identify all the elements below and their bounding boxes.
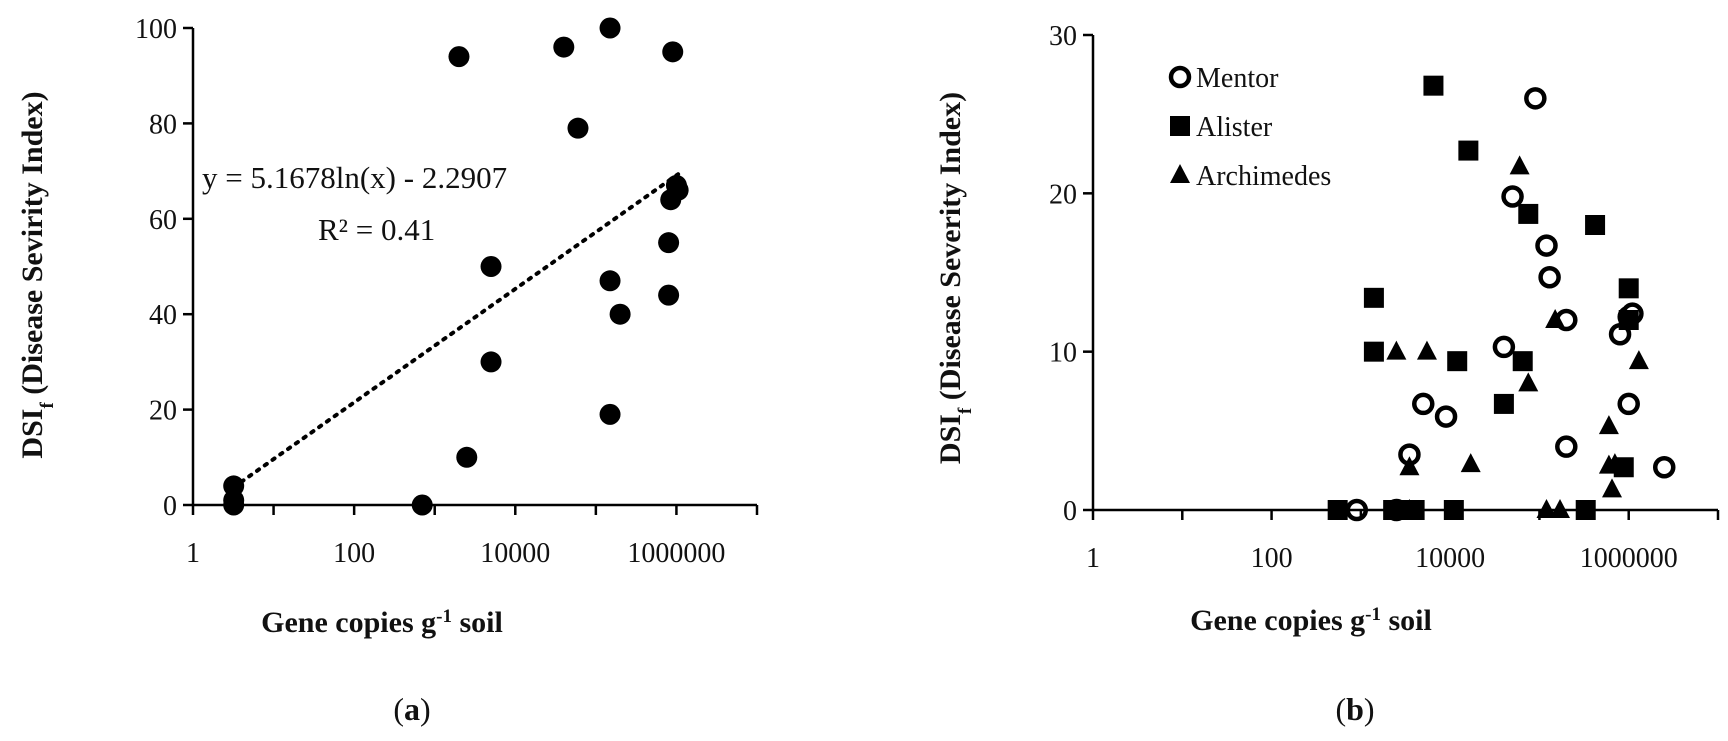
mentor-data-point <box>1434 405 1458 428</box>
y-tick-label: 30 <box>1049 21 1077 52</box>
legend-mentor-marker <box>1168 65 1192 89</box>
archimedes-data-point <box>1550 499 1571 518</box>
x-tick-label: 10000 <box>1415 543 1485 574</box>
panel-b-x-axis-title: Gene copies g-1 soil <box>1190 604 1432 638</box>
series-data-point <box>456 446 478 468</box>
x-tick-label: 1000000 <box>627 538 725 569</box>
mentor-data-point <box>1412 392 1435 416</box>
alister-data-point <box>1512 351 1533 372</box>
panel-a-x-ticks: 1 100 10000 1000000 <box>186 505 759 569</box>
panel-b-x-ticks: 1 100 10000 1000000 <box>1086 510 1720 574</box>
archimedes-data-point <box>1628 350 1649 370</box>
archimedes-data-point <box>1602 478 1623 498</box>
y-tick-label: 20 <box>1049 179 1077 210</box>
x-tick-label: 1 <box>186 538 200 569</box>
mentor-data-point <box>1617 392 1640 416</box>
panel-b-data-points <box>1327 75 1676 522</box>
series-data-point <box>599 270 621 292</box>
alister-data-point <box>1493 393 1514 414</box>
series-data-point <box>609 303 631 325</box>
series-data-point <box>662 41 684 63</box>
series-data-point <box>599 17 621 39</box>
mentor-data-point <box>1555 435 1578 458</box>
chart-panel-a: 0 20 40 60 80 100 1 100 10000 1000000 y = 5.1678… <box>16 14 759 727</box>
archimedes-data-point <box>1598 415 1619 435</box>
series-data-point <box>567 117 589 139</box>
panel-b-label: (b) <box>1335 691 1374 727</box>
archimedes-data-point <box>1399 456 1420 476</box>
archimedes-data-point <box>1460 453 1481 473</box>
x-tick-label: 10000 <box>480 538 550 569</box>
series-data-point <box>599 403 621 425</box>
panel-b-y-ticks: 0 10 20 30 <box>1049 21 1093 527</box>
legend-mentor-label: Mentor <box>1196 63 1279 94</box>
series-data-point <box>667 179 689 201</box>
legend-alister-marker <box>1170 116 1190 136</box>
archimedes-data-point <box>1399 499 1420 518</box>
archimedes-data-point <box>1604 453 1625 473</box>
panel-a-label: (a) <box>393 691 430 727</box>
series-data-point <box>480 351 502 373</box>
archimedes-data-point <box>1518 372 1539 392</box>
alister-data-point <box>1423 75 1444 96</box>
series-data-point <box>553 36 575 58</box>
y-tick-label: 0 <box>1063 496 1077 527</box>
y-tick-label: 40 <box>149 300 177 331</box>
archimedes-data-point <box>1509 155 1530 175</box>
alister-data-point <box>1458 140 1479 161</box>
alister-data-point <box>1363 341 1384 362</box>
series-data-point <box>480 256 502 277</box>
x-tick-label: 1 <box>1086 543 1100 574</box>
y-tick-label: 60 <box>149 205 177 236</box>
series-data-point <box>448 46 470 68</box>
mentor-data-point <box>1538 266 1561 289</box>
panel-a-y-axis-title: DSIf (Disease Sevirity Index) <box>16 91 58 458</box>
mentor-data-point <box>1501 185 1524 208</box>
panel-a-x-axis-title: Gene copies g-1 soil <box>261 606 503 640</box>
alister-data-point <box>1585 215 1606 235</box>
mentor-data-point <box>1492 335 1516 359</box>
alister-data-point <box>1447 351 1468 372</box>
y-tick-label: 80 <box>149 109 177 140</box>
alister-data-point <box>1363 287 1384 308</box>
mentor-data-point <box>1652 456 1676 479</box>
mentor-data-point <box>1524 87 1547 110</box>
archimedes-data-point <box>1416 340 1437 360</box>
archimedes-data-point <box>1386 340 1407 360</box>
series-data-point <box>658 232 680 254</box>
legend-archimedes-marker <box>1170 164 1190 183</box>
alister-data-point <box>1518 203 1539 224</box>
legend-archimedes-label: Archimedes <box>1196 161 1331 192</box>
chart-panel-b: 0 10 20 30 1 100 10000 1000000 Mentor Alister Ar… <box>934 21 1720 727</box>
panel-a-y-ticks: 0 20 40 60 80 100 <box>135 14 193 522</box>
panel-b-legend: Mentor Alister Archimedes <box>1168 63 1331 192</box>
y-tick-label: 0 <box>163 491 177 522</box>
y-tick-label: 10 <box>1049 338 1077 369</box>
panel-a-trendline <box>231 172 681 490</box>
panel-a-r-squared: R² = 0.41 <box>318 212 435 247</box>
y-tick-label: 20 <box>149 396 177 427</box>
alister-data-point <box>1618 310 1639 330</box>
x-tick-label: 100 <box>1251 543 1293 574</box>
series-data-point <box>658 284 680 306</box>
panel-a-data-points <box>223 17 689 516</box>
panel-b-y-axis-title: DSIf (Disease Severity Index) <box>934 92 976 464</box>
archimedes-data-point <box>1536 499 1557 518</box>
y-tick-label: 100 <box>135 14 177 45</box>
mentor-data-point <box>1535 234 1558 257</box>
legend-alister-label: Alister <box>1196 112 1273 143</box>
alister-data-point <box>1618 278 1639 299</box>
panel-a-trendline-equation: y = 5.1678ln(x) - 2.2907 <box>202 160 507 195</box>
archimedes-data-point <box>1545 309 1566 328</box>
x-tick-label: 100 <box>333 538 375 569</box>
x-tick-label: 1000000 <box>1580 543 1678 574</box>
